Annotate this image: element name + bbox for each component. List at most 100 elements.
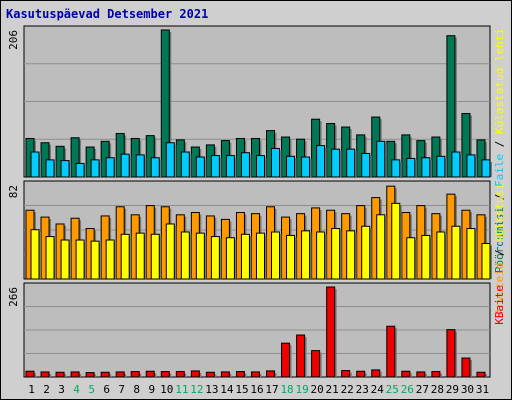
middle-bar-hits-day-6 — [105, 239, 117, 280]
bottom-bar-kbytes-day-3 — [55, 371, 67, 378]
top-bar-files-day-31 — [481, 159, 492, 178]
middle-bar-hits-day-10 — [165, 223, 177, 280]
middle-bar-hits-day-31 — [481, 242, 492, 280]
top-bar-pages-day-30 — [461, 112, 472, 178]
top-bar-files-day-12 — [195, 156, 207, 178]
middle-bar-hits-day-25 — [391, 202, 402, 280]
middle-bar-hits-day-16 — [255, 232, 267, 280]
middle-bar-hits-day-11 — [180, 231, 192, 280]
x-tick-label-day-6: 6 — [103, 383, 110, 396]
bottom-legend: KBaite — [493, 285, 506, 325]
bottom-bar-kbytes-day-7 — [115, 371, 127, 378]
x-tick-label-day-12: 12 — [190, 383, 203, 396]
x-tick-label-day-17: 17 — [265, 383, 278, 396]
top-bar-files-day-24 — [376, 140, 387, 178]
legend-separator: / — [493, 243, 506, 263]
top-bar-files-day-22 — [346, 148, 357, 178]
middle-bar-hits-day-17 — [271, 231, 282, 280]
top-bar-files-day-13 — [210, 155, 222, 178]
middle-bar-hits-day-19 — [301, 230, 312, 280]
x-tick-label-day-4: 4 — [73, 383, 80, 396]
x-tick-label-day-24: 24 — [371, 383, 385, 396]
top-bar-files-day-2 — [45, 159, 57, 178]
x-tick-label-day-2: 2 — [43, 383, 50, 396]
middle-legend-text: Arvuteid / Külastusi — [493, 183, 506, 315]
middle-panel: 82 — [7, 180, 492, 280]
middle-bar-hits-day-22 — [346, 230, 357, 280]
x-tick-label-day-15: 15 — [235, 383, 248, 396]
x-tick-label-day-21: 21 — [326, 383, 339, 396]
top-bar-pages-day-10 — [160, 29, 172, 178]
x-tick-label-day-8: 8 — [133, 383, 140, 396]
bottom-bar-kbytes-day-13 — [205, 371, 217, 378]
top-bar-files-day-18 — [286, 155, 297, 178]
legend-item-hits: Külastatud lehti — [493, 28, 506, 134]
legend-item-pages: Pöördumisi — [493, 207, 506, 273]
bottom-bar-kbytes-day-10 — [160, 371, 172, 378]
bottom-bar-kbytes-day-11 — [175, 371, 187, 378]
x-tick-label-day-13: 13 — [205, 383, 218, 396]
legend-separator: / — [493, 187, 506, 207]
top-bar-files-day-6 — [105, 157, 117, 178]
x-tick-label-day-10: 10 — [160, 383, 173, 396]
bottom-bar-kbytes-day-25 — [386, 325, 397, 378]
legend-item-visits: Arvuteid — [493, 262, 506, 315]
middle-bar-hits-day-7 — [120, 233, 132, 280]
x-tick-label-day-29: 29 — [446, 383, 459, 396]
bottom-bar-kbytes-day-20 — [311, 350, 322, 378]
top-bar-files-day-29 — [451, 151, 462, 178]
top-bar-files-day-20 — [316, 145, 327, 178]
top-legend: Pöördumisi / Faile / Külastatud lehti — [493, 28, 506, 273]
middle-bar-hits-day-26 — [406, 237, 417, 280]
bottom-bar-kbytes-day-31 — [476, 371, 487, 378]
middle-bar-hits-day-12 — [195, 232, 207, 280]
middle-bar-hits-day-4 — [75, 239, 87, 280]
bottom-bar-kbytes-day-2 — [40, 371, 52, 378]
top-bar-files-day-21 — [331, 148, 342, 178]
middle-bar-hits-day-9 — [150, 233, 162, 280]
x-tick-label-day-14: 14 — [220, 383, 234, 396]
bottom-bar-kbytes-day-24 — [371, 369, 382, 378]
middle-bar-hits-day-13 — [210, 236, 222, 280]
top-bar-files-day-8 — [135, 154, 147, 178]
middle-bar-hits-day-2 — [45, 236, 57, 280]
bottom-ymax-label: 266 — [7, 287, 20, 307]
x-tick-label-day-30: 30 — [461, 383, 474, 396]
bottom-bar-kbytes-day-4 — [70, 371, 82, 378]
top-bar-files-day-19 — [301, 156, 312, 178]
middle-bar-hits-day-30 — [466, 228, 477, 280]
x-tick-label-day-25: 25 — [386, 383, 399, 396]
x-tick-label-day-27: 27 — [416, 383, 429, 396]
x-tick-label-day-22: 22 — [341, 383, 354, 396]
bottom-bar-kbytes-day-28 — [431, 371, 442, 378]
middle-legend: Arvuteid / Külastusi — [493, 183, 506, 315]
x-tick-label-day-7: 7 — [118, 383, 125, 396]
middle-bar-hits-day-23 — [361, 225, 372, 280]
x-tick-label-day-20: 20 — [311, 383, 324, 396]
top-bar-files-day-7 — [120, 153, 132, 178]
top-bar-files-day-25 — [391, 159, 402, 178]
middle-bar-hits-day-27 — [421, 234, 432, 280]
middle-bar-hits-day-8 — [135, 232, 147, 280]
x-tick-label-day-11: 11 — [175, 383, 188, 396]
middle-bar-hits-day-28 — [436, 231, 447, 280]
middle-ymax-label: 82 — [7, 185, 20, 198]
top-bar-files-day-3 — [60, 160, 72, 178]
top-bar-files-day-11 — [180, 151, 192, 178]
top-bar-files-day-16 — [255, 155, 267, 178]
top-panel: 206 — [7, 25, 492, 178]
top-bar-files-day-5 — [90, 159, 102, 178]
top-bar-files-day-9 — [150, 157, 162, 178]
bottom-bar-kbytes-day-22 — [341, 370, 352, 378]
bottom-bar-kbytes-day-18 — [281, 342, 292, 378]
bottom-bar-kbytes-day-12 — [190, 370, 202, 378]
middle-bar-hits-day-29 — [451, 225, 462, 280]
top-legend-text: Pöördumisi / Faile / Külastatud lehti — [493, 28, 506, 273]
bottom-panel: 266 — [7, 282, 491, 378]
bottom-bar-kbytes-day-30 — [461, 357, 472, 378]
top-bar-files-day-17 — [271, 147, 282, 178]
middle-bar-hits-day-3 — [60, 239, 72, 280]
bottom-legend-text: KBaite — [493, 285, 506, 325]
x-tick-label-day-31: 31 — [476, 383, 489, 396]
